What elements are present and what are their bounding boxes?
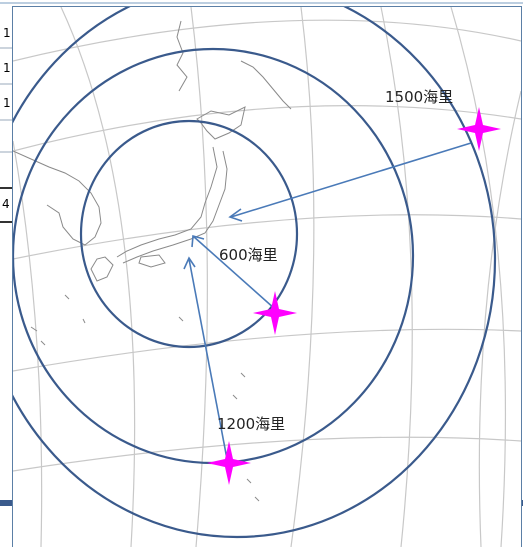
map-canvas: 600海里 1200海里 1500海里: [13, 7, 521, 547]
range-label-1500: 1500海里: [385, 88, 453, 106]
arrow-1500-head: [228, 208, 243, 222]
four-point-star-icon: [457, 107, 501, 151]
graticule: [13, 7, 521, 547]
row-marker: 1: [3, 26, 11, 40]
range-map[interactable]: 600海里 1200海里 1500海里: [12, 6, 522, 547]
range-rings: [13, 7, 497, 539]
four-point-star-icon: [253, 291, 297, 335]
range-label-600: 600海里: [219, 246, 278, 264]
ring-600: [79, 119, 299, 349]
row-marker: 1: [3, 96, 11, 110]
row-marker: 1: [3, 61, 11, 75]
arrow-1200: [188, 258, 228, 460]
arrow-600: [192, 235, 276, 310]
range-label-1200: 1200海里: [217, 415, 285, 433]
arrow-1500: [230, 142, 472, 218]
ring-1500: [13, 7, 497, 539]
arrow-1200-head: [183, 256, 196, 270]
four-point-star-icon: [207, 441, 251, 485]
cell-marker: 4: [2, 197, 10, 211]
position-markers: [207, 107, 501, 485]
coastlines: [13, 20, 292, 502]
arrow-600-head: [191, 234, 205, 248]
distance-arrows: [183, 142, 472, 460]
